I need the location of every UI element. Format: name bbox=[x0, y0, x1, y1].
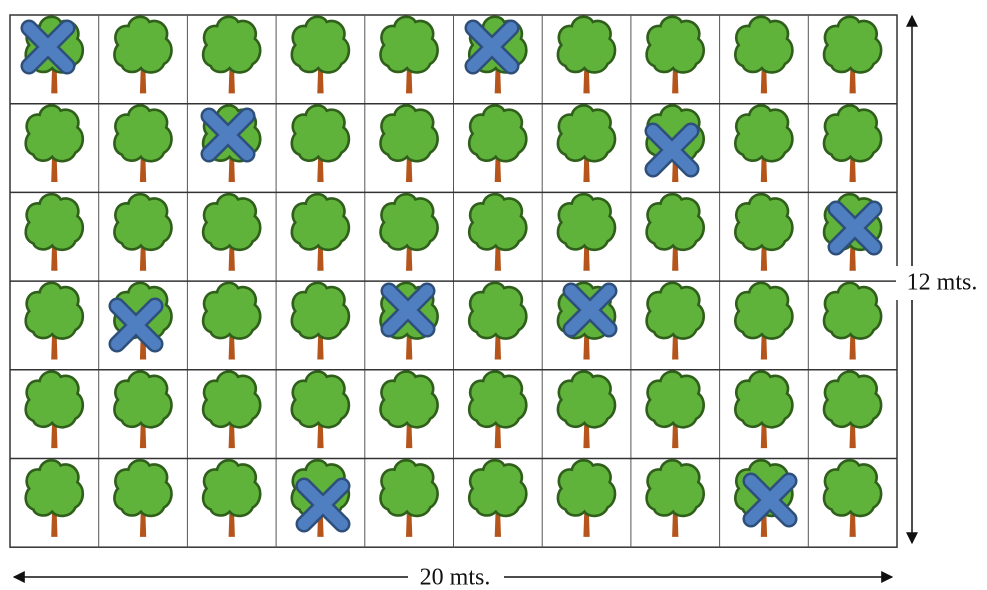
diagram: 12 mts. 20 mts. bbox=[0, 0, 987, 590]
tree-grid bbox=[10, 15, 897, 547]
width-label: 20 mts. bbox=[420, 565, 491, 590]
height-label: 12 mts. bbox=[907, 270, 978, 296]
